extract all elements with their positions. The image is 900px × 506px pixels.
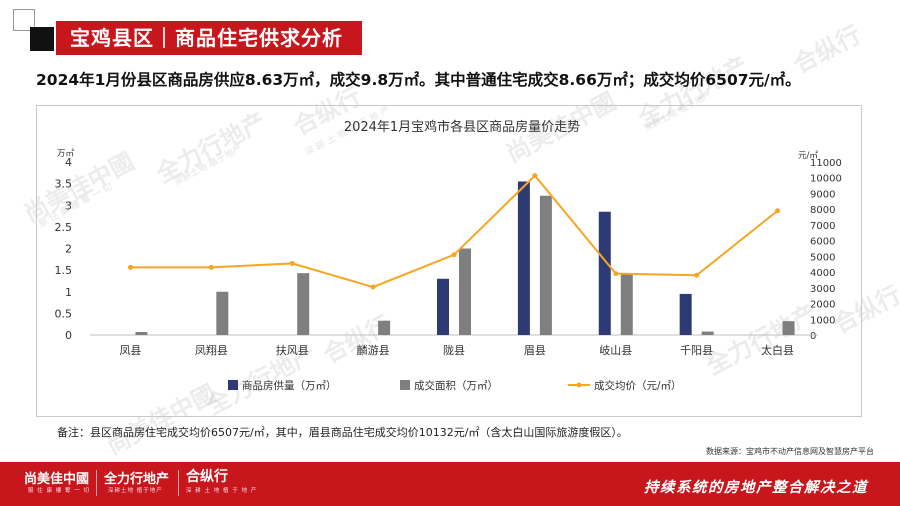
legend-swatch-supply [228, 380, 238, 390]
logo-quanlixing-tagline: 深耕土地 植于地产 [108, 488, 163, 494]
data-source: 数据来源：宝鸡市不动产信息网及智慧房产平台 [706, 447, 874, 456]
y-right-tick-label: 2000 [810, 300, 835, 311]
x-tick-label: 扶风县 [276, 343, 309, 357]
bar-transaction-area [539, 195, 552, 335]
bar-transaction-area [216, 291, 229, 335]
y-right-tick-label: 10000 [810, 174, 842, 185]
x-tick-label: 凤翔县 [195, 343, 228, 357]
footer-divider [178, 470, 179, 496]
logo-hezongxing: 合纵行 [186, 469, 228, 485]
y-right-tick-label: 5000 [810, 252, 835, 263]
y-right-tick-label: 4000 [810, 268, 835, 279]
line-avg-price [130, 174, 779, 289]
chart-note: 备注：县区商品房住宅成交均价6507元/㎡，其中，眉县商品住宅成交均价10132… [57, 426, 628, 439]
line-avg-price-point [775, 208, 781, 214]
bar-transaction-area [782, 321, 795, 335]
bar-supply [679, 293, 692, 335]
legend-swatch-avg-price-point [576, 382, 582, 388]
y-left-tick-label: 3.5 [55, 178, 73, 191]
logo-hezongxing-tagline: 深 耕 土 地 植 于 地 产 [186, 488, 258, 494]
bar-transaction-area [459, 248, 471, 335]
logo-shangmeijia: 尚美佳中國 [24, 472, 90, 487]
legend-swatch-transaction-area [400, 380, 410, 390]
bar-transaction-area [701, 331, 714, 335]
footer-bar [0, 462, 900, 506]
title-bar [56, 21, 362, 55]
x-tick-label: 麟游县 [357, 343, 390, 357]
line-avg-price-point [208, 264, 214, 270]
y-right-tick-label: 6000 [810, 237, 835, 248]
line-avg-price-point [613, 271, 619, 277]
logo-shangmeijia-tagline: 服 住 康 樓 奪 一 切 [28, 488, 90, 494]
y-right-tick-label: 3000 [810, 284, 835, 295]
line-avg-price-point [289, 260, 295, 266]
y-right-tick-label: 8000 [810, 205, 835, 216]
y-left-tick-label: 4 [65, 156, 72, 169]
bar-transaction-area [297, 273, 310, 335]
line-avg-price-point [451, 252, 457, 258]
y-left-tick-label: 1.5 [55, 264, 73, 277]
corner-decoration [13, 9, 35, 31]
legend-label-avg-price: 成交均价（元/㎡） [594, 379, 682, 392]
y-right-unit: 元/㎡ [798, 151, 818, 161]
bar-supply [517, 181, 530, 335]
bar-supply [437, 278, 449, 335]
y-right-tick-label: 9000 [810, 189, 835, 200]
y-right-tick-label: 1000 [810, 315, 835, 326]
x-tick-label: 千阳县 [680, 344, 713, 357]
footer-slogan: 持续系统的房地产整合解决之道 [644, 480, 868, 496]
y-left-tick-label: 0.5 [55, 307, 73, 320]
legend-label-transaction-area: 成交面积（万㎡） [414, 379, 498, 392]
y-left-tick-label: 3 [65, 199, 72, 212]
bar-supply [598, 211, 611, 335]
corner-block [30, 27, 54, 51]
chart-title: 2024年1月宝鸡市各县区商品房量价走势 [344, 119, 580, 135]
legend-label-supply: 商品房供量（万㎡） [242, 379, 337, 392]
y-left-tick-label: 2 [65, 243, 72, 256]
x-tick-label: 岐山县 [599, 344, 632, 357]
logo-quanlixing: 全力行地产 [104, 472, 170, 487]
y-left-tick-label: 1 [65, 286, 72, 299]
y-right-tick-label: 7000 [810, 221, 835, 232]
y-right-tick-label: 0 [810, 331, 816, 342]
summary-text: 2024年1月份县区商品房供应8.63万㎡，成交9.8万㎡。其中普通住宅成交8.… [36, 71, 801, 89]
bar-transaction-area [620, 274, 633, 335]
x-tick-label: 太白县 [761, 343, 794, 357]
line-avg-price-point [127, 264, 133, 270]
line-avg-price-point [694, 272, 700, 278]
line-avg-price-point [370, 284, 376, 290]
y-left-unit: 万㎡ [57, 149, 75, 159]
y-right-tick-label: 11000 [810, 158, 842, 169]
x-tick-label: 陇县 [443, 343, 465, 357]
footer-divider [96, 470, 97, 496]
y-left-tick-label: 0 [65, 329, 72, 342]
line-avg-price-point [532, 173, 538, 179]
bar-transaction-area [378, 320, 391, 335]
y-left-tick-label: 2.5 [55, 221, 73, 234]
page-title: 宝鸡县区｜商品住宅供求分析 [70, 26, 343, 50]
chart-frame [36, 105, 862, 417]
x-tick-label: 眉县 [524, 344, 546, 357]
x-tick-label: 凤县 [119, 344, 141, 357]
bar-transaction-area [135, 331, 148, 335]
